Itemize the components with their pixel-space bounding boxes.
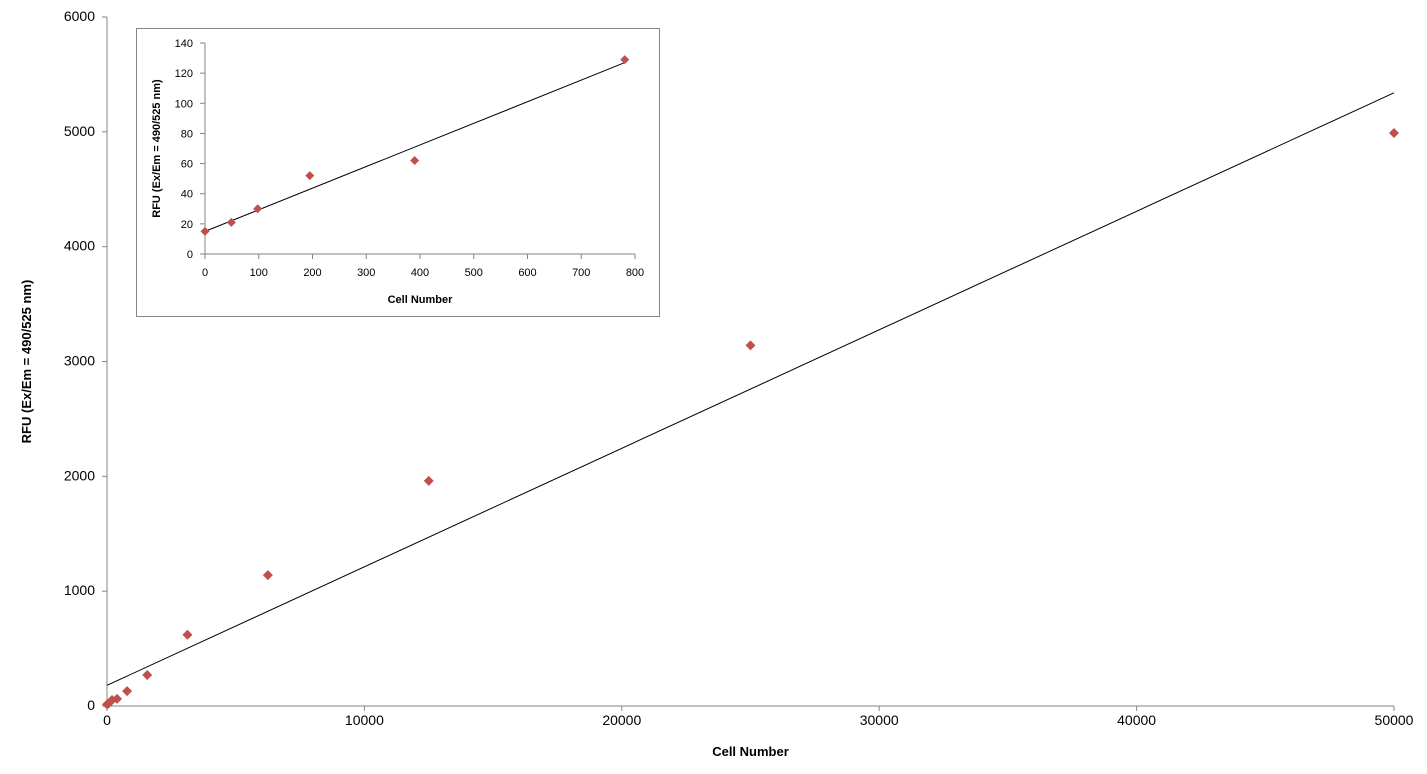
inset-y-tick-label: 40	[181, 189, 193, 201]
main-data-point	[1389, 127, 1399, 138]
inset-chart-frame	[136, 28, 660, 317]
inset-data-point	[200, 226, 210, 236]
main-trendline	[106, 92, 1395, 686]
inset-data-point	[226, 217, 236, 227]
main-x-tick-label: 50000	[1375, 712, 1414, 728]
main-y-tick-label: 4000	[64, 238, 95, 254]
inset-x-tick-label: 800	[626, 267, 644, 279]
inset-y-tick-label: 140	[175, 38, 193, 50]
inset-x-tick-label: 0	[202, 267, 208, 279]
inset-x-tick-label: 500	[465, 267, 483, 279]
main-data-point	[745, 340, 756, 351]
inset-chart: 0 20 40 60 80 100 120 140 0 100 200 300 400 500 600 700…	[136, 28, 660, 317]
inset-y-tick-label: 60	[181, 159, 193, 171]
inset-y-tick-label: 0	[187, 249, 193, 261]
inset-y-tick-label: 100	[175, 98, 193, 110]
inset-data-point	[253, 204, 263, 214]
main-data-point	[142, 669, 153, 680]
inset-trendline	[204, 62, 625, 232]
inset-x-tick-label: 400	[411, 267, 429, 279]
inset-x-tick-label: 700	[572, 267, 590, 279]
main-y-tick-label: 0	[87, 697, 95, 713]
inset-data-point	[410, 156, 420, 166]
inset-x-tick-label: 100	[250, 267, 268, 279]
inset-y-tick-label: 80	[181, 128, 193, 140]
inset-x-tick-label: 200	[303, 267, 321, 279]
main-y-axis-title: RFU (Ex/Em = 490/525 nm)	[19, 280, 34, 444]
main-x-tick-label: 20000	[602, 712, 641, 728]
inset-y-tick-label: 120	[175, 68, 193, 80]
main-y-tick-label: 3000	[64, 353, 95, 369]
main-data-point	[423, 475, 434, 486]
main-data-point	[262, 570, 273, 581]
inset-y-axis-title: RFU (Ex/Em = 490/525 nm)	[151, 79, 163, 218]
main-x-tick-label: 10000	[345, 712, 384, 728]
main-x-axis-title: Cell Number	[712, 744, 789, 759]
main-y-tick-label: 2000	[64, 467, 95, 483]
main-data-point	[182, 629, 193, 640]
main-y-tick-label: 6000	[64, 8, 95, 24]
main-x-tick-label: 0	[103, 712, 111, 728]
inset-x-tick-label: 300	[357, 267, 375, 279]
inset-y-tick-label: 20	[181, 219, 193, 231]
inset-x-axis-title: Cell Number	[388, 294, 454, 306]
main-y-tick-label: 1000	[64, 582, 95, 598]
inset-data-point	[620, 55, 630, 65]
main-x-tick-label: 40000	[1117, 712, 1156, 728]
main-data-point	[122, 686, 133, 697]
main-data-point	[112, 693, 123, 704]
inset-data-point	[305, 171, 315, 181]
inset-x-tick-label: 600	[518, 267, 536, 279]
main-y-tick-label: 5000	[64, 123, 95, 139]
main-x-tick-label: 30000	[860, 712, 899, 728]
